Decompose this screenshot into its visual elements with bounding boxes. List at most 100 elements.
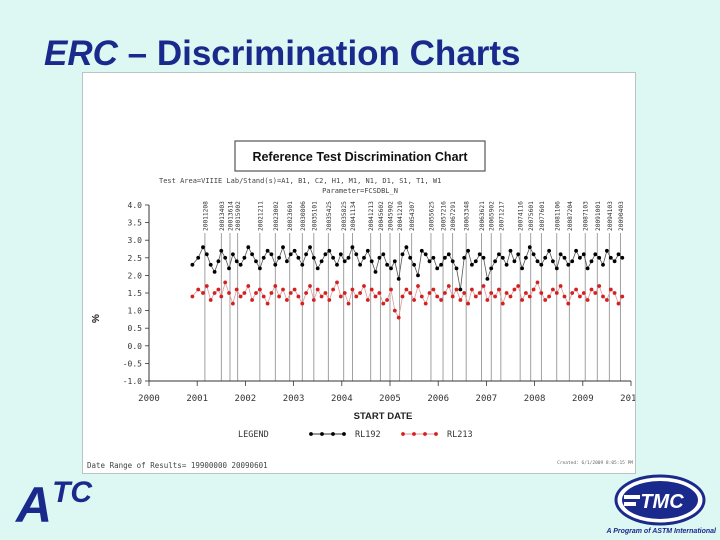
data-point-rl213	[277, 294, 281, 299]
data-point-rl213	[377, 291, 382, 295]
data-point-rl192	[458, 287, 463, 292]
data-point-rl192	[196, 255, 201, 260]
data-point-rl213	[285, 298, 289, 302]
reference-line-label: 20063348	[464, 201, 471, 231]
data-point-rl192	[212, 270, 217, 274]
data-point-rl213	[473, 294, 478, 299]
data-point-rl192	[531, 252, 536, 257]
data-point-rl213	[258, 287, 262, 292]
legend-marker-rl192	[342, 432, 346, 436]
reference-line-label: 20015902	[235, 201, 242, 231]
data-point-rl192	[258, 266, 262, 271]
data-point-rl213	[404, 287, 409, 292]
reference-line-label: 20054307	[409, 201, 416, 231]
chart-title-box	[234, 140, 486, 172]
data-point-rl192	[551, 259, 555, 264]
reference-line-label: 20091001	[595, 201, 602, 231]
data-point-rl192	[300, 262, 305, 267]
data-point-rl192	[204, 252, 209, 257]
data-point-rl192	[601, 262, 605, 267]
data-point-rl213	[354, 294, 359, 299]
tmc-logo: TMC	[614, 474, 706, 526]
x-tick-label: 2004	[331, 394, 353, 404]
data-point-rl192	[470, 262, 474, 267]
data-point-rl192	[527, 245, 532, 250]
y-tick-label: 2.0	[128, 271, 143, 280]
reference-line-label: 20045902	[388, 201, 395, 231]
data-point-rl192	[231, 252, 235, 257]
data-point-rl192	[500, 255, 505, 260]
data-point-rl192	[450, 259, 455, 264]
data-point-rl192	[335, 262, 339, 267]
x-tick-label: 2009	[572, 394, 594, 404]
data-point-rl213	[323, 291, 328, 295]
data-point-rl213	[589, 287, 594, 292]
reference-line-label: 20090403	[618, 201, 625, 231]
data-point-rl213	[512, 287, 517, 292]
reference-line-label: 20067291	[450, 201, 457, 231]
data-point-rl192	[554, 266, 559, 271]
data-point-rl192	[315, 266, 320, 271]
data-point-rl213	[369, 287, 374, 292]
reference-line-label: 20087103	[583, 201, 590, 231]
data-point-rl192	[466, 248, 470, 253]
data-point-rl213	[327, 298, 332, 302]
data-point-rl192	[477, 252, 482, 257]
data-point-rl192	[216, 259, 221, 264]
data-point-rl213	[365, 298, 370, 302]
x-tick-label: 2005	[379, 394, 401, 404]
data-point-rl192	[281, 245, 285, 250]
y-tick-label: 0.5	[128, 324, 143, 333]
data-point-rl213	[269, 291, 274, 295]
data-point-rl213	[446, 284, 451, 288]
data-point-rl192	[246, 245, 251, 250]
data-point-rl213	[358, 291, 362, 295]
reference-line-label: 20011208	[202, 201, 209, 231]
reference-line-label: 20077601	[539, 201, 546, 231]
data-point-rl192	[392, 259, 397, 264]
data-point-rl192	[219, 248, 224, 253]
x-tick-label: 2000	[138, 394, 160, 404]
reference-line-label: 20057216	[441, 201, 448, 231]
data-point-rl192	[597, 255, 602, 260]
data-point-rl192	[608, 255, 613, 260]
data-point-rl192	[223, 255, 228, 260]
data-point-rl192	[547, 248, 551, 253]
data-point-rl192	[373, 270, 378, 274]
data-point-rl213	[435, 294, 440, 299]
y-tick-label: 0.0	[128, 342, 143, 351]
atc-logo-super: TC	[52, 476, 93, 509]
data-point-rl192	[585, 266, 590, 271]
data-point-rl192	[323, 252, 328, 257]
reference-line-label: 20075601	[528, 201, 535, 231]
data-point-rl213	[581, 291, 586, 295]
data-point-rl192	[304, 252, 308, 257]
data-point-rl213	[254, 291, 258, 295]
data-point-rl192	[190, 262, 195, 267]
data-point-rl192	[327, 248, 332, 253]
data-point-rl192	[497, 252, 501, 257]
legend-marker-rl192	[331, 432, 335, 436]
data-point-rl192	[292, 248, 297, 253]
data-point-rl192	[250, 252, 255, 257]
data-point-rl213	[223, 280, 228, 285]
data-point-rl213	[547, 294, 551, 299]
data-point-rl213	[231, 301, 235, 306]
data-point-rl213	[620, 294, 625, 299]
legend-title: LEGEND	[238, 430, 269, 440]
data-point-rl192	[331, 255, 335, 260]
data-point-rl213	[208, 298, 213, 302]
reference-line-label: 20055625	[428, 201, 435, 231]
data-point-rl192	[512, 259, 517, 264]
data-point-rl192	[311, 255, 316, 260]
data-point-rl213	[338, 294, 343, 299]
data-point-rl213	[477, 291, 482, 295]
data-point-rl213	[335, 280, 339, 285]
data-point-rl192	[261, 255, 266, 260]
data-point-rl192	[358, 262, 362, 267]
data-point-rl192	[288, 252, 293, 257]
data-point-rl192	[265, 248, 270, 253]
data-point-rl213	[281, 287, 285, 292]
data-point-rl213	[242, 291, 247, 295]
data-point-rl213	[412, 298, 416, 302]
